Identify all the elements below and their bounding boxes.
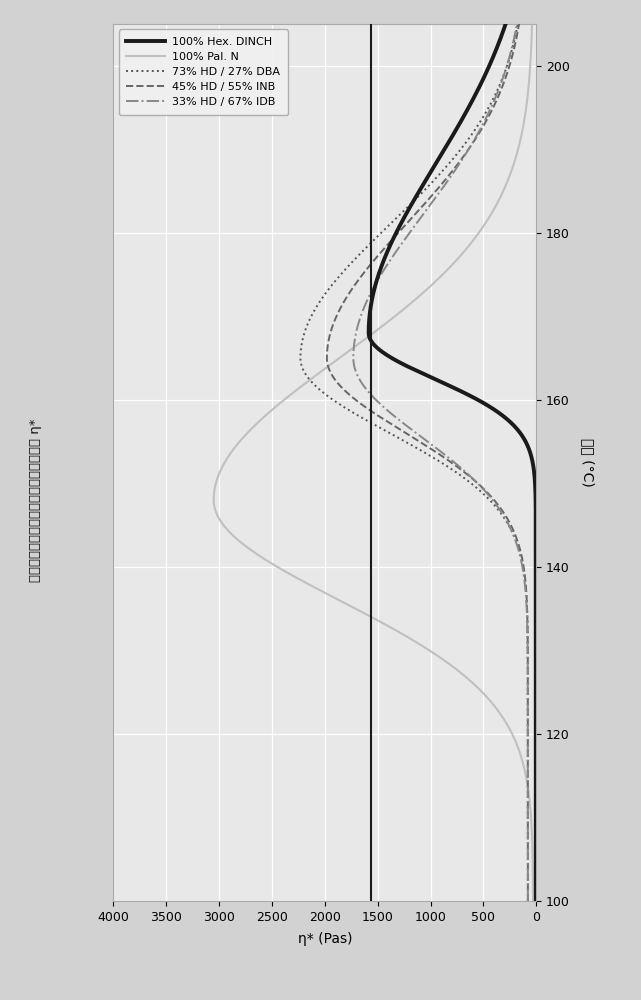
33% HD / 67% IDB bbox=[351, 336, 358, 348]
Line: 73% HD / 27% DBA: 73% HD / 27% DBA bbox=[301, 24, 528, 901]
45% HD / 55% INB bbox=[342, 386, 350, 398]
100% Pal. N bbox=[321, 363, 329, 375]
Text: 作为温度函数的各种增塑溶胶的复数粘度 η*: 作为温度函数的各种增塑溶胶的复数粘度 η* bbox=[29, 418, 42, 582]
33% HD / 67% IDB bbox=[365, 386, 372, 398]
Line: 45% HD / 55% INB: 45% HD / 55% INB bbox=[327, 24, 528, 901]
45% HD / 55% INB bbox=[524, 841, 532, 853]
45% HD / 55% INB bbox=[392, 230, 399, 242]
33% HD / 67% IDB bbox=[404, 230, 412, 242]
100% Hex. DINCH bbox=[443, 140, 451, 152]
X-axis label: η* (Pas): η* (Pas) bbox=[297, 932, 352, 946]
33% HD / 67% IDB bbox=[524, 841, 532, 853]
100% Pal. N bbox=[529, 895, 537, 907]
100% Hex. DINCH bbox=[408, 363, 416, 375]
73% HD / 27% DBA bbox=[299, 363, 306, 375]
45% HD / 55% INB bbox=[324, 336, 332, 348]
Line: 100% Pal. N: 100% Pal. N bbox=[213, 24, 533, 901]
45% HD / 55% INB bbox=[515, 18, 523, 30]
100% Pal. N bbox=[528, 18, 536, 30]
73% HD / 27% DBA bbox=[318, 386, 326, 398]
Y-axis label: 温度 (°C): 温度 (°C) bbox=[581, 438, 595, 487]
73% HD / 27% DBA bbox=[298, 336, 306, 348]
Legend: 100% Hex. DINCH, 100% Pal. N, 73% HD / 27% DBA, 45% HD / 55% INB, 33% HD / 67% I: 100% Hex. DINCH, 100% Pal. N, 73% HD / 2… bbox=[119, 29, 288, 115]
100% Hex. DINCH bbox=[458, 386, 466, 398]
45% HD / 55% INB bbox=[524, 895, 532, 907]
33% HD / 67% IDB bbox=[524, 895, 532, 907]
100% Hex. DINCH bbox=[502, 18, 510, 30]
73% HD / 27% DBA bbox=[524, 895, 532, 907]
100% Pal. N bbox=[529, 841, 537, 853]
100% Hex. DINCH bbox=[532, 895, 540, 907]
100% Pal. N bbox=[473, 230, 481, 242]
100% Pal. N bbox=[357, 336, 365, 348]
100% Hex. DINCH bbox=[368, 336, 376, 348]
45% HD / 55% INB bbox=[325, 363, 333, 375]
100% Pal. N bbox=[290, 386, 298, 398]
100% Hex. DINCH bbox=[391, 230, 399, 242]
100% Hex. DINCH bbox=[532, 841, 540, 853]
100% Pal. N bbox=[515, 140, 523, 152]
45% HD / 55% INB bbox=[467, 140, 475, 152]
73% HD / 27% DBA bbox=[374, 230, 382, 242]
73% HD / 27% DBA bbox=[524, 841, 532, 853]
73% HD / 27% DBA bbox=[460, 140, 467, 152]
73% HD / 27% DBA bbox=[514, 18, 522, 30]
Line: 100% Hex. DINCH: 100% Hex. DINCH bbox=[369, 24, 536, 901]
33% HD / 67% IDB bbox=[513, 18, 520, 30]
Line: 33% HD / 67% IDB: 33% HD / 67% IDB bbox=[353, 24, 528, 901]
33% HD / 67% IDB bbox=[467, 140, 474, 152]
33% HD / 67% IDB bbox=[351, 363, 359, 375]
